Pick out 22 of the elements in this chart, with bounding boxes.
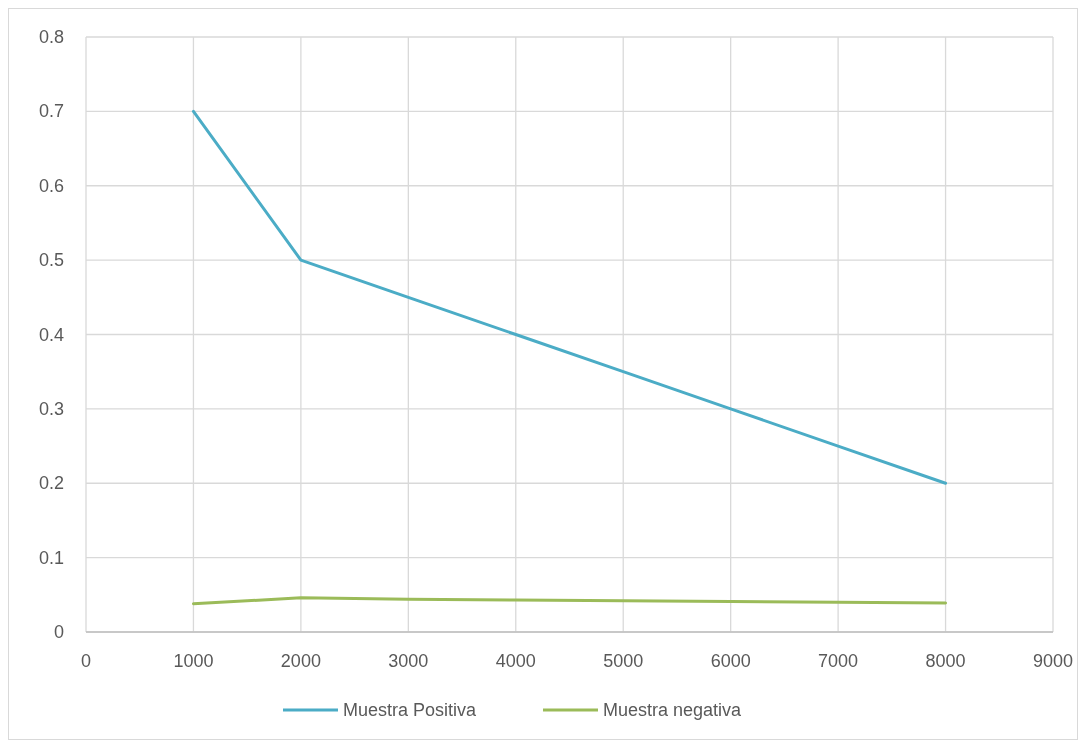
x-tick-label: 3000 <box>388 651 429 671</box>
x-tick-label: 4000 <box>495 651 536 671</box>
legend-label: Muestra negativa <box>603 700 743 720</box>
y-tick-label: 0.3 <box>38 398 64 419</box>
legend-label: Muestra Positiva <box>343 700 478 720</box>
line-series <box>191 109 948 485</box>
y-tick-label: 0 <box>53 622 64 642</box>
y-tick-label: 0.6 <box>38 175 64 196</box>
x-tick-label: 0 <box>80 651 92 671</box>
x-tick-label: 2000 <box>280 651 321 671</box>
y-tick-label: 0.7 <box>38 101 64 122</box>
x-tick-label: 1000 <box>173 651 214 671</box>
y-tick-label: 0.5 <box>38 250 64 271</box>
x-tick-label: 9000 <box>1032 651 1074 671</box>
y-tick-label: 0.4 <box>38 324 64 345</box>
x-tick-label: 7000 <box>818 651 859 671</box>
x-tick-label: 6000 <box>710 651 751 671</box>
y-tick-label: 0.8 <box>38 27 64 47</box>
x-tick-label: 8000 <box>925 651 966 671</box>
y-tick-label: 0.1 <box>38 547 64 568</box>
y-tick-label: 0.2 <box>38 473 64 494</box>
x-tick-label: 5000 <box>603 651 644 671</box>
